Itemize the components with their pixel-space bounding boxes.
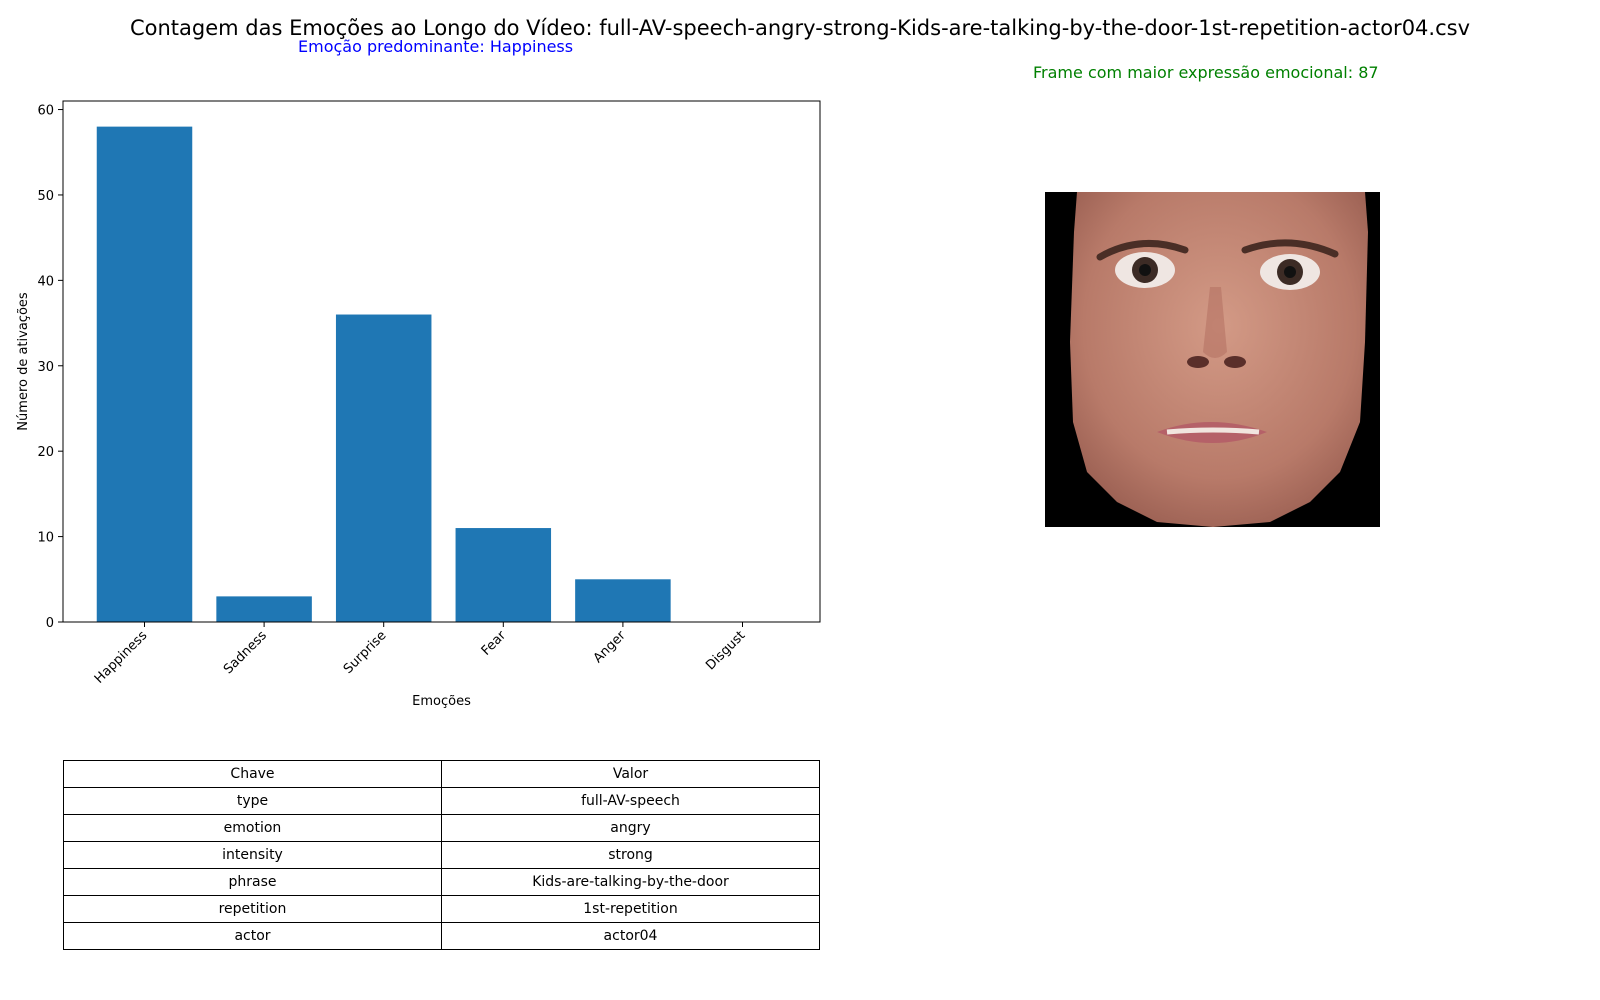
table-row: phrase Kids-are-talking-by-the-door: [63, 868, 820, 896]
predominant-emotion-label: Emoção predominante: Happiness: [298, 37, 574, 56]
x-tick-label: Fear: [479, 628, 510, 659]
x-tick-label: Surprise: [341, 628, 390, 677]
table-value-cell: 1st-repetition: [441, 895, 820, 923]
table-header-cell: Chave: [63, 760, 442, 788]
table-key-cell: emotion: [63, 814, 442, 842]
table-row: intensity strong: [63, 841, 820, 869]
table-value-cell: actor04: [441, 922, 820, 950]
table-row: emotion angry: [63, 814, 820, 842]
x-axis-label: Emoções: [412, 694, 471, 709]
max-expression-frame-label: Frame com maior expressão emocional: 87: [1033, 63, 1379, 82]
table-row: actor actor04: [63, 922, 820, 950]
x-tick-label: Disgust: [703, 628, 748, 673]
bar-anger: [575, 579, 671, 622]
table-key-cell: actor: [63, 922, 442, 950]
bar-sadness: [216, 596, 312, 622]
table-key-cell: type: [63, 787, 442, 815]
table-key-cell: phrase: [63, 868, 442, 896]
y-tick-label: 10: [37, 531, 54, 546]
y-tick-label: 0: [46, 616, 54, 631]
plot-frame: [62, 100, 821, 623]
metadata-table: Chave Valor type full-AV-speech emotion …: [63, 760, 820, 950]
table-value-cell: strong: [441, 841, 820, 869]
table-row: repetition 1st-repetition: [63, 895, 820, 923]
y-tick-label: 20: [37, 445, 54, 460]
y-tick-label: 60: [37, 104, 54, 119]
bar-fear: [455, 528, 552, 622]
table-key-cell: repetition: [63, 895, 442, 923]
x-tick-label: Happiness: [92, 628, 151, 687]
y-tick-label: 50: [37, 189, 54, 204]
x-tick-label: Sadness: [221, 628, 270, 677]
face-frame-image: [1045, 192, 1380, 527]
table-header-row: Chave Valor: [63, 760, 820, 788]
table-key-cell: intensity: [63, 841, 442, 869]
table-value-cell: Kids-are-talking-by-the-door: [441, 868, 820, 896]
table-header-cell: Valor: [441, 760, 820, 788]
figure-title: Contagem das Emoções ao Longo do Vídeo: …: [129, 16, 1471, 40]
table-value-cell: angry: [441, 814, 820, 842]
y-tick-label: 40: [37, 274, 54, 289]
bar-surprise: [335, 314, 432, 622]
emotion-bar-chart: 0 10 20 30 40 50 60 Happiness Sadness Surprise Fea…: [16, 100, 821, 709]
y-tick-label: 30: [37, 360, 54, 375]
table-value-cell: full-AV-speech: [441, 787, 820, 815]
x-tick-label: Anger: [591, 628, 629, 666]
table-row: type full-AV-speech: [63, 787, 820, 815]
y-axis-label: Número de ativações: [16, 292, 31, 431]
bar-happiness: [96, 126, 193, 622]
